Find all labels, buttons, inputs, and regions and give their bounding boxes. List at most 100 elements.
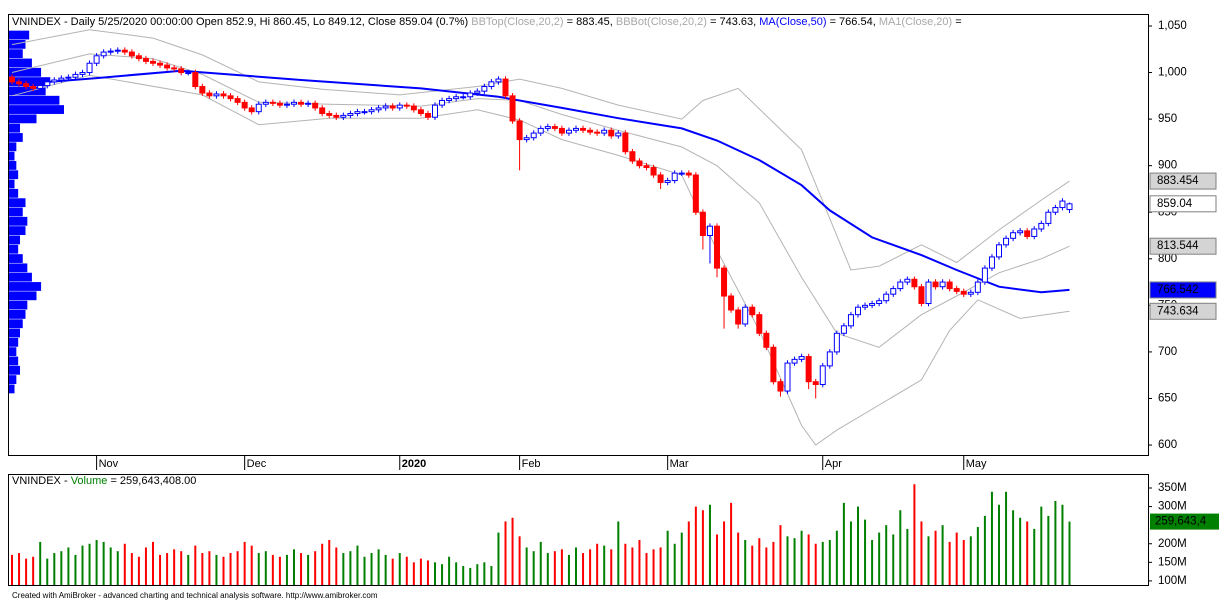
candle-body bbox=[939, 281, 946, 288]
candle-body bbox=[417, 109, 424, 115]
candle-body bbox=[467, 92, 474, 98]
candle-body bbox=[305, 102, 312, 105]
candle-body bbox=[424, 113, 431, 118]
volume-profile-bar bbox=[9, 105, 64, 114]
y-tick-label: 350M bbox=[1158, 482, 1187, 494]
candle-body bbox=[326, 113, 333, 116]
candle-body bbox=[375, 107, 382, 111]
title-part: = 259,643,408.00 bbox=[107, 475, 196, 487]
volume-profile-bar bbox=[9, 235, 20, 245]
candle-body bbox=[1003, 237, 1010, 246]
candle-body bbox=[756, 314, 763, 334]
candle-body bbox=[333, 114, 340, 118]
candle-body bbox=[347, 113, 354, 116]
candle-body bbox=[432, 104, 438, 118]
footer: Created with AmiBroker - advanced charti… bbox=[12, 591, 378, 600]
candle-body bbox=[580, 127, 587, 131]
candle-body bbox=[446, 98, 453, 101]
candle-body bbox=[16, 81, 23, 85]
y-tick-label: 100M bbox=[1158, 575, 1187, 587]
candle-body bbox=[1059, 200, 1066, 209]
candle-body bbox=[826, 351, 833, 367]
y-tick-label: 800 bbox=[1158, 253, 1177, 265]
candle-body bbox=[354, 111, 361, 115]
candle-body bbox=[368, 109, 375, 113]
volume-profile-bar bbox=[9, 291, 37, 301]
candle-body bbox=[44, 81, 51, 87]
candle-body bbox=[509, 95, 516, 122]
candle-body bbox=[227, 95, 234, 100]
candle-body bbox=[636, 160, 643, 167]
y-tick-label: 900 bbox=[1158, 160, 1177, 172]
candle-body bbox=[629, 151, 636, 162]
value-marker bbox=[1149, 302, 1217, 320]
volume-profile-bar bbox=[9, 39, 26, 49]
candle-body bbox=[706, 225, 713, 237]
candle-body bbox=[558, 127, 565, 134]
volume-profile-bar bbox=[9, 30, 30, 40]
candle-body bbox=[946, 281, 953, 290]
volume-profile-bar bbox=[9, 67, 42, 77]
candle-body bbox=[664, 180, 671, 183]
candle-body bbox=[819, 365, 826, 386]
candle-body bbox=[925, 281, 932, 304]
candle-body bbox=[396, 104, 403, 109]
candle-body bbox=[812, 381, 819, 386]
candle-body bbox=[573, 127, 579, 131]
y-tick-label: 200M bbox=[1158, 538, 1187, 550]
candle-body bbox=[883, 293, 890, 302]
indicator-line bbox=[11, 69, 1070, 294]
volume-profile-bar bbox=[9, 244, 19, 254]
candle-body bbox=[340, 114, 347, 118]
candle-body bbox=[594, 131, 601, 134]
volume-profile-bar bbox=[9, 319, 23, 329]
candle-body bbox=[988, 256, 995, 269]
candle-body bbox=[121, 49, 128, 53]
candle-body bbox=[763, 332, 770, 348]
volume-profile-bar bbox=[9, 310, 26, 319]
candle-body bbox=[805, 356, 812, 383]
candle-body bbox=[601, 129, 608, 134]
volume-profile-bar bbox=[9, 151, 15, 161]
title-part: BBTop(Close,20,2) bbox=[471, 16, 563, 28]
candle-body bbox=[262, 101, 269, 105]
volume-profile-bar bbox=[9, 356, 19, 366]
volume-profile-bar bbox=[9, 123, 20, 133]
candle-body bbox=[960, 290, 967, 295]
candle-body bbox=[742, 306, 749, 325]
candle-body bbox=[58, 77, 65, 81]
volume-profile-bar bbox=[9, 226, 26, 236]
pane-title: VNINDEX - Volume = 259,643,408.00 bbox=[12, 475, 196, 487]
volume-profile-bar bbox=[9, 58, 32, 68]
candle-body bbox=[1066, 203, 1073, 211]
candle-body bbox=[361, 111, 368, 114]
value-marker bbox=[1149, 172, 1217, 190]
volume-profile-bar bbox=[9, 282, 42, 291]
candle-body bbox=[502, 78, 509, 97]
title-part: = bbox=[952, 16, 961, 28]
y-tick-label: 150M bbox=[1158, 556, 1187, 568]
candle-body bbox=[692, 174, 699, 213]
volume-profile-bar bbox=[9, 142, 17, 152]
candle-body bbox=[220, 93, 227, 97]
candle-body bbox=[981, 267, 988, 283]
candle-body bbox=[953, 288, 960, 292]
volume-profile-bar bbox=[9, 328, 20, 338]
candle-body bbox=[1038, 222, 1045, 230]
candle-body bbox=[615, 132, 622, 137]
candle-body bbox=[770, 346, 777, 383]
x-tick-label: Mar bbox=[670, 458, 689, 470]
candle-body bbox=[65, 76, 72, 79]
candle-body bbox=[791, 358, 798, 364]
candle-body bbox=[728, 295, 735, 311]
indicator-line bbox=[11, 29, 1070, 271]
title-part: MA1(Close,20) bbox=[879, 16, 952, 28]
volume-profile-bar bbox=[9, 272, 32, 282]
candle-body bbox=[530, 132, 537, 139]
value-marker-label: 859.04 bbox=[1157, 198, 1193, 210]
candle-body bbox=[206, 92, 213, 97]
candle-body bbox=[37, 85, 44, 89]
candle-body bbox=[199, 86, 206, 94]
candle-body bbox=[319, 107, 326, 115]
candle-body bbox=[1045, 211, 1052, 224]
